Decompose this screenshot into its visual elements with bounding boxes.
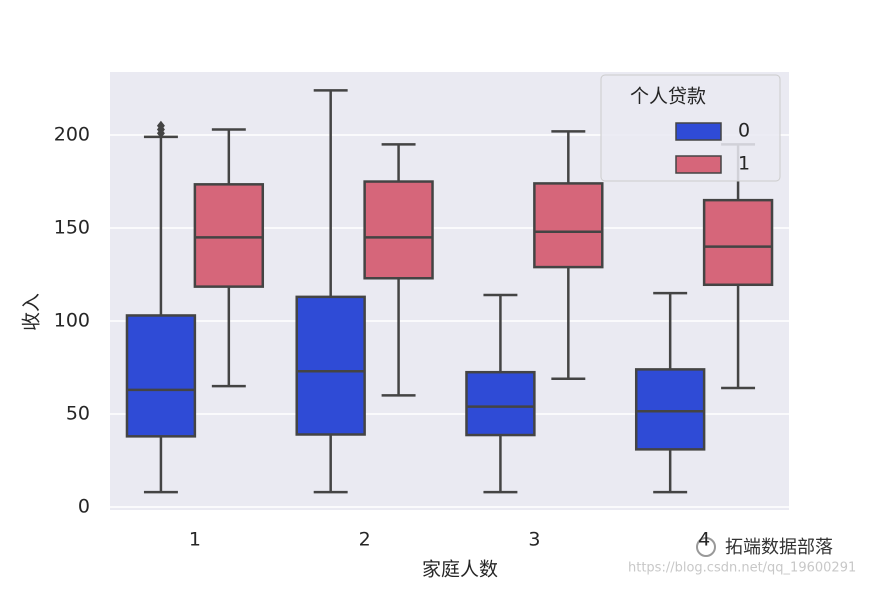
x-tick-label: 1: [189, 529, 201, 551]
box: [465, 370, 536, 437]
watermark-brand: 拓端数据部落: [725, 537, 833, 558]
legend-swatch: [675, 122, 722, 141]
box: [533, 182, 604, 269]
box: [702, 198, 774, 287]
x-tick-label: 4: [698, 529, 710, 551]
x-tick-label: 3: [528, 529, 540, 551]
watermark-icon: [696, 537, 716, 557]
box: [634, 368, 706, 451]
x-axis-label: 家庭人数: [422, 559, 498, 581]
box: [193, 183, 265, 288]
legend-swatch: [675, 155, 722, 174]
watermark-url: https://blog.csdn.net/qq_19600291: [628, 561, 856, 576]
box: [295, 295, 366, 436]
box: [363, 180, 434, 280]
outlier: [156, 120, 165, 131]
boxes: [125, 89, 774, 494]
y-tick-label: 150: [54, 217, 90, 239]
y-tick-label: 100: [54, 310, 90, 332]
legend-title: 个人贷款: [630, 86, 706, 108]
legend-label: 1: [738, 153, 750, 175]
y-tick-label: 200: [54, 124, 90, 146]
watermark: 拓端数据部落 https://blog.csdn.net/qq_19600291: [628, 537, 856, 576]
y-tick-label: 50: [66, 403, 90, 425]
y-axis-label: 收入: [21, 293, 43, 331]
legend: 个人贷款 0 1: [600, 74, 781, 182]
y-tick-label: 0: [78, 496, 90, 518]
legend-label: 0: [738, 120, 750, 142]
x-tick-label: 2: [359, 529, 371, 551]
box: [125, 314, 197, 438]
